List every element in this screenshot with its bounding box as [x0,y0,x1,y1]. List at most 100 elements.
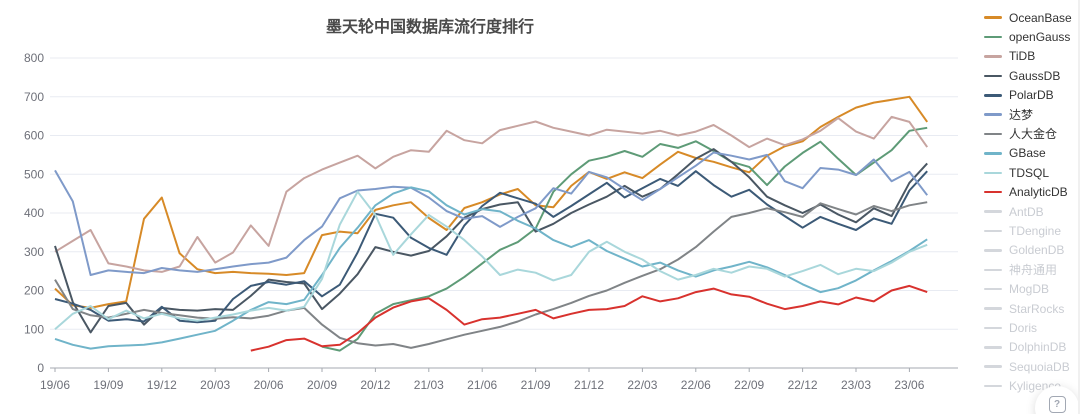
y-axis-label: 100 [24,322,44,336]
legend-item-TDSQL[interactable]: TDSQL [984,163,1078,182]
legend-line-swatch [984,229,1002,233]
legend-label: OceanBase [1009,10,1072,25]
chart-title: 墨天轮中国数据库流行度排行 [325,19,535,36]
legend-line-swatch [984,55,1002,58]
y-axis-label: 500 [24,167,44,181]
legend-item-人大金仓[interactable]: 人大金仓 [984,124,1078,143]
legend-item-GaussDB[interactable]: GaussDB [984,66,1078,85]
x-axis-label: 22/12 [788,378,818,392]
y-axis-label: 0 [37,361,44,375]
legend-line-swatch [984,132,1002,136]
legend-label: GBase [1009,146,1046,161]
legend-line-swatch [984,268,1002,272]
legend: OceanBase openGauss TiDB GaussDB PolarDB 达梦人大… [984,8,1078,396]
legend-line-swatch [984,16,1002,19]
legend-label: TDSQL [1009,165,1050,180]
y-axis-label: 300 [24,245,44,259]
x-axis-label: 20/09 [307,378,337,392]
legend-label: GaussDB [1009,68,1061,83]
x-axis-label: 19/06 [40,378,70,392]
x-axis-label: 21/12 [574,378,604,392]
x-axis-label: 20/03 [200,378,230,392]
legend-label: openGauss [1009,30,1071,45]
legend-line-swatch [984,74,1002,78]
question-icon: ? [1048,395,1066,413]
series-line-OceanBase[interactable] [54,95,929,309]
x-axis-label: 22/03 [627,378,657,392]
legend-label: 神舟通用 [1009,262,1058,277]
series-line-GaussDB[interactable] [54,148,928,334]
x-axis-label: 22/06 [681,378,711,392]
legend-item-MogDB[interactable]: MogDB [984,279,1078,298]
legend-line-swatch [984,384,1002,388]
y-axis-label: 200 [24,284,44,298]
series-line-TDSQL[interactable] [54,190,928,331]
legend-line-swatch [984,171,1002,175]
x-axis-label: 20/12 [360,378,390,392]
legend-item-openGauss[interactable]: openGauss [984,27,1078,46]
legend-line-swatch [984,326,1002,330]
x-axis-label: 21/06 [467,378,497,392]
legend-item-Doris[interactable]: Doris [984,318,1078,337]
x-axis-label: 19/09 [93,378,123,392]
legend-line-swatch [984,210,1002,213]
y-axis-label: 800 [24,51,44,65]
legend-label: Doris [1009,320,1038,335]
legend-item-GoldenDB[interactable]: GoldenDB [984,241,1078,260]
x-axis-label: 20/06 [254,378,284,392]
legend-label: SequoiaDB [1009,359,1070,374]
legend-line-swatch [984,152,1002,155]
legend-item-AnalyticDB[interactable]: AnalyticDB [984,183,1078,202]
series-line-AnalyticDB[interactable] [250,284,928,352]
series-line-PolarDB[interactable] [54,170,928,324]
legend-label: StarRocks [1009,301,1065,316]
legend-item-OceanBase[interactable]: OceanBase [984,8,1078,27]
x-axis-label: 21/03 [414,378,444,392]
legend-item-PolarDB[interactable]: PolarDB [984,86,1078,105]
series-line-openGauss[interactable] [321,126,928,352]
x-axis-label: 22/09 [734,378,764,392]
legend-line-swatch [984,190,1002,194]
legend-line-swatch [984,35,1002,39]
legend-item-达梦[interactable]: 达梦 [984,105,1078,124]
legend-line-swatch [984,113,1002,116]
y-axis-label: 700 [24,90,44,104]
help-button[interactable]: ? [1035,386,1078,414]
legend-label: MogDB [1009,282,1050,297]
legend-line-swatch [984,346,1002,349]
legend-label: TDengine [1009,223,1062,238]
legend-label: AnalyticDB [1009,185,1068,200]
series-line-GBase[interactable] [54,186,928,350]
x-axis-label: 23/03 [841,378,871,392]
legend-item-SequoiaDB[interactable]: SequoiaDB [984,357,1078,376]
series-line-TiDB[interactable] [54,115,929,273]
legend-label: GoldenDB [1009,243,1065,258]
series-line-人大金仓[interactable] [54,201,928,349]
legend-line-swatch [984,307,1002,310]
series-line-达梦[interactable] [54,151,928,276]
y-axis-label: 400 [24,206,44,220]
legend-line-swatch [984,249,1002,252]
y-axis-label: 600 [24,129,44,143]
legend-label: AntDB [1009,204,1044,219]
x-axis-label: 21/09 [521,378,551,392]
legend-item-神舟通用[interactable]: 神舟通用 [984,260,1078,279]
x-axis-label: 19/12 [147,378,177,392]
legend-label: DolphinDB [1009,340,1067,355]
x-axis-label: 23/06 [894,378,924,392]
legend-line-swatch [984,365,1002,368]
legend-label: TiDB [1009,49,1036,64]
legend-item-TDengine[interactable]: TDengine [984,221,1078,240]
legend-label: 达梦 [1009,107,1034,122]
legend-item-StarRocks[interactable]: StarRocks [984,299,1078,318]
legend-label: PolarDB [1009,88,1054,103]
legend-item-AntDB[interactable]: AntDB [984,202,1078,221]
legend-item-DolphinDB[interactable]: DolphinDB [984,338,1078,357]
legend-item-GBase[interactable]: GBase [984,144,1078,163]
legend-label: 人大金仓 [1009,127,1058,142]
legend-item-TiDB[interactable]: TiDB [984,47,1078,66]
legend-line-swatch [984,94,1002,97]
legend-line-swatch [984,287,1002,291]
